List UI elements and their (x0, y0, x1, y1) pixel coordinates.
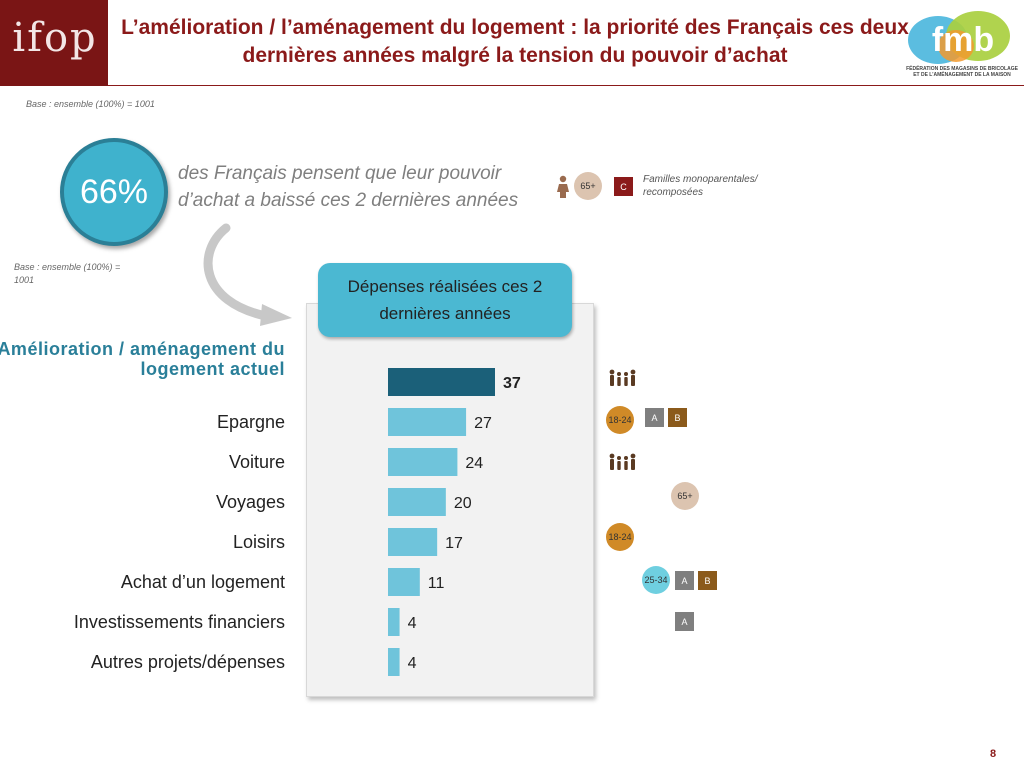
category-label: Investissements financiers (73, 612, 285, 632)
age-badge-25-34: 25-34 (642, 566, 670, 594)
code-badge-a: A (675, 571, 694, 590)
code-badge-b: B (668, 408, 687, 427)
curved-arrow-icon (203, 223, 292, 326)
page-title: L’amélioration / l’aménagement du logeme… (121, 16, 909, 67)
base-note-top: Base : ensemble (100%) = 1001 (26, 99, 155, 109)
families-note: Familles monoparentales/ recomposées (643, 174, 758, 198)
fmb-logo-text: fmb (931, 21, 995, 59)
ifop-logo-box (0, 0, 108, 86)
bar-value-label: 11 (428, 575, 445, 592)
code-badge-c: C (614, 177, 633, 196)
stat-description: des Français pensent que leur pouvoir d’… (178, 163, 519, 211)
category-label: Epargne (216, 412, 285, 432)
code-badge-a: A (645, 408, 664, 427)
bar (388, 408, 467, 436)
age-badge-65plus: 65+ (671, 482, 699, 510)
header-divider (108, 85, 1024, 86)
family-icon (609, 453, 636, 470)
family-icon (609, 369, 636, 386)
category-label: Achat d’un logement (120, 572, 285, 592)
category-label: Voyages (215, 492, 285, 512)
bar (388, 568, 420, 596)
bar (388, 488, 446, 516)
base-note-left: Base : ensemble (100%) = 1001 (14, 262, 121, 285)
age-badge-65plus: 65+ (574, 172, 602, 200)
bar (388, 528, 438, 556)
category-label: Amélioration / aménagement du logement a… (0, 339, 285, 379)
category-label: Voiture (228, 452, 285, 472)
bar-value-label: 17 (445, 535, 463, 552)
bar-value-label: 4 (408, 655, 417, 672)
bar-chart: 37 27 24 20 17 11 4 4 (388, 368, 521, 676)
page-number: 8 (990, 748, 997, 760)
bar-value-label: 37 (503, 375, 521, 392)
age-badge-18-24: 18-24 (606, 406, 634, 434)
fmb-logo-subtitle: FÉDÉRATION DES MAGASINS DE BRICOLAGE ET … (906, 66, 1018, 78)
fmb-logo-icon (908, 11, 1010, 64)
code-badge-a: A (675, 612, 694, 631)
bar (388, 648, 400, 676)
code-badge-b: B (698, 571, 717, 590)
category-label: Loisirs (232, 532, 285, 552)
bar (388, 608, 400, 636)
bar-value-label: 24 (465, 455, 483, 472)
woman-icon (557, 175, 569, 198)
category-label: Autres projets/dépenses (90, 652, 285, 672)
stat-value: 66% (79, 172, 149, 211)
age-badge-18-24: 18-24 (606, 523, 634, 551)
stat-circle: 66% (60, 138, 168, 246)
bar (388, 368, 495, 396)
bar-value-label: 4 (408, 615, 417, 632)
bar-value-label: 27 (474, 415, 492, 432)
bar (388, 448, 458, 476)
chart-panel-title: Dépenses réalisées ces 2 dernières année… (318, 263, 572, 337)
ifop-logo: ifop (12, 15, 98, 61)
bar-value-label: 20 (454, 495, 472, 512)
